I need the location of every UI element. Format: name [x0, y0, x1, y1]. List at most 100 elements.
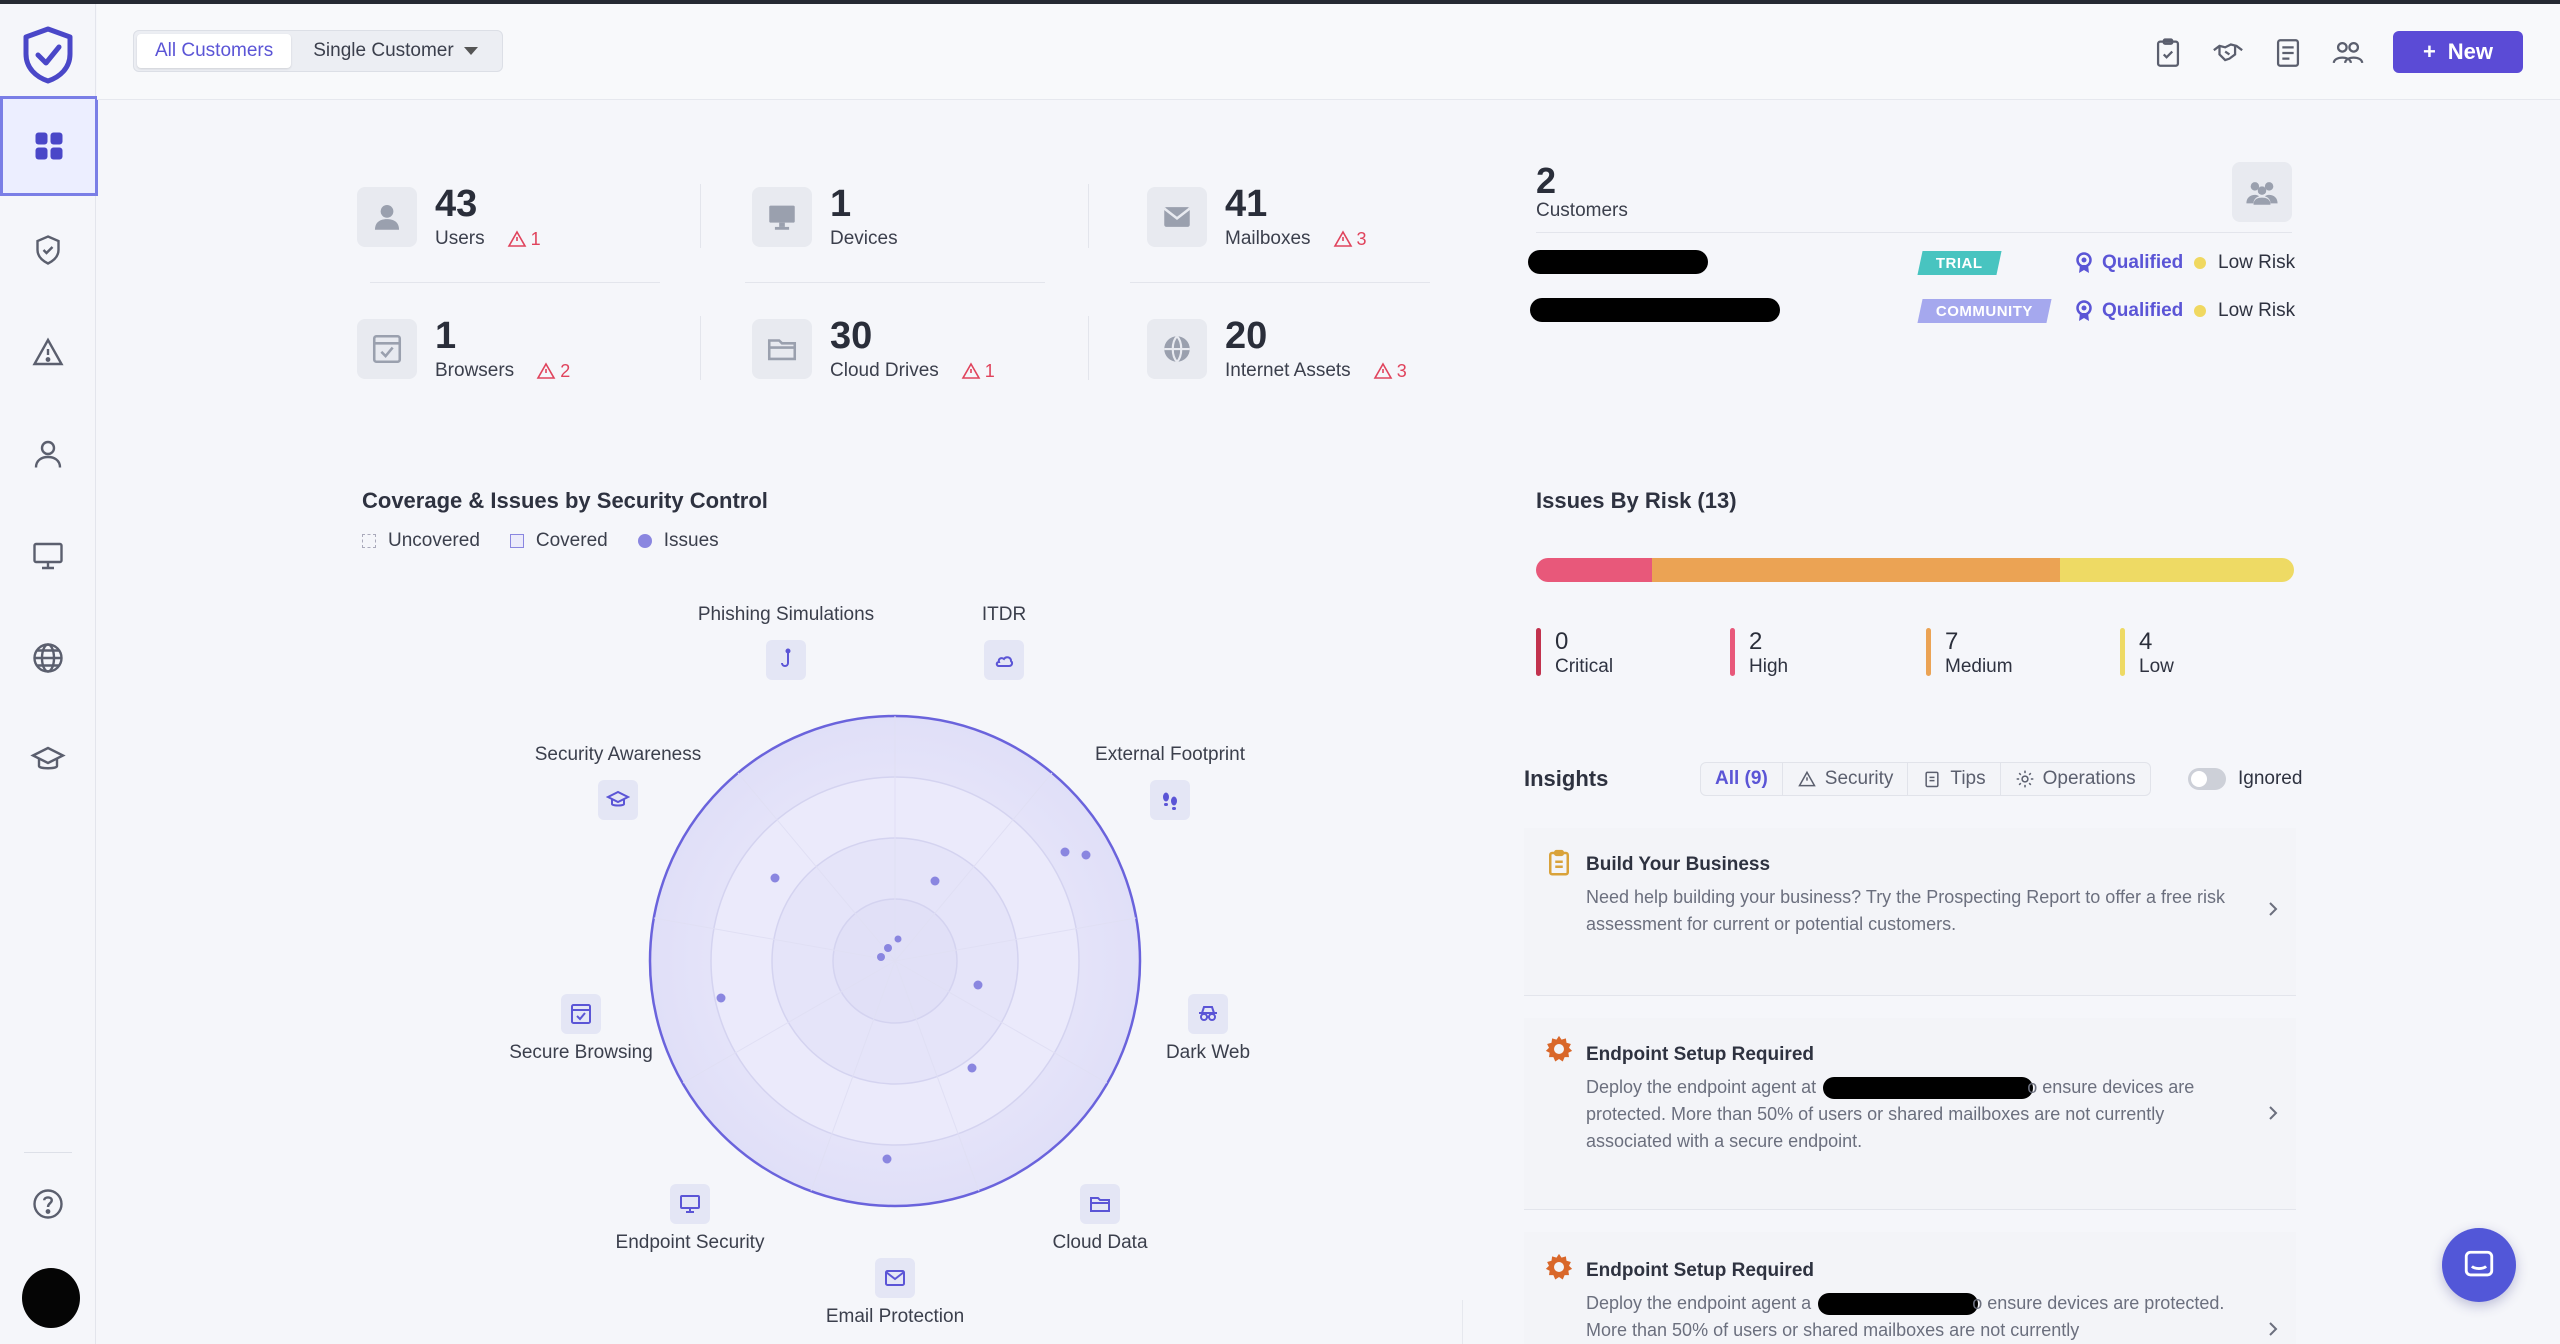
stat-warning: 1	[961, 361, 995, 382]
stat-divider	[1088, 184, 1089, 248]
redacted-customer-name[interactable]	[1528, 250, 1708, 274]
risk-level: Low Risk	[2194, 252, 2295, 274]
clipboard-check-icon[interactable]	[2151, 36, 2185, 70]
risk-indicator	[2120, 628, 2125, 676]
warning-count: 1	[530, 228, 541, 249]
insight-card[interactable]: Endpoint Setup Required Deploy the endpo…	[1524, 1232, 2296, 1344]
warning-icon	[32, 337, 64, 366]
customer-scope-toggle: All Customers Single Customer	[133, 30, 503, 72]
risk-critical[interactable]: 0 Critical	[1536, 628, 1613, 678]
risk-count: 2	[1749, 628, 1763, 655]
all-customers-button[interactable]: All Customers	[137, 34, 292, 68]
handshake-icon[interactable]	[2211, 36, 2245, 70]
shield-logo-icon[interactable]	[22, 26, 74, 84]
stat-value: 20	[1225, 315, 1268, 357]
control-label: Dark Web	[1165, 1042, 1251, 1063]
stat-mailboxes[interactable]: 41 Mailboxes 3	[1147, 184, 1367, 250]
customers-count: 2	[1536, 160, 1557, 201]
warning-icon	[507, 230, 527, 247]
risk-low[interactable]: 4 Low	[2120, 628, 2174, 678]
stat-browsers[interactable]: 1 Browsers 2	[357, 316, 570, 382]
ignored-toggle[interactable]	[2188, 768, 2226, 790]
tab-security[interactable]: Security	[1783, 763, 1909, 795]
coverage-legend: Uncovered Covered Issues	[362, 530, 719, 552]
team-icon[interactable]	[2331, 36, 2365, 70]
sidebar-item-dashboard[interactable]	[0, 96, 98, 196]
globe-icon	[33, 643, 63, 673]
sidebar-item-training[interactable]	[0, 710, 96, 810]
incognito-icon[interactable]	[1188, 994, 1228, 1034]
issue-dot	[1060, 847, 1070, 857]
avatar[interactable]	[22, 1268, 80, 1328]
redacted-customer-name[interactable]	[1530, 298, 1780, 322]
risk-high[interactable]: 2 High	[1730, 628, 1788, 678]
redacted-customer-name	[1823, 1077, 2034, 1100]
control-label: Secure Browsing	[509, 1042, 653, 1063]
risk-bar-low	[2060, 558, 2294, 582]
sidebar-item-devices[interactable]	[0, 506, 96, 606]
ignored-label: Ignored	[2238, 768, 2303, 789]
warning-count: 1	[984, 360, 995, 381]
customers-icon[interactable]	[2232, 162, 2292, 222]
legend-uncovered[interactable]: Uncovered	[362, 530, 480, 552]
stat-label: Browsers	[435, 360, 515, 381]
insight-title: Build Your Business	[1586, 854, 1771, 875]
tab-all[interactable]: All (9)	[1701, 763, 1783, 795]
insights-tabs: All (9) Security Tips Operations	[1700, 762, 2151, 796]
graduation-cap-icon[interactable]	[598, 780, 638, 820]
stat-cloud-drives[interactable]: 30 Cloud Drives 1	[752, 316, 995, 382]
risk-indicator	[1536, 628, 1541, 676]
monitor-icon	[33, 542, 63, 570]
award-icon	[2076, 252, 2092, 273]
control-label: Security Awareness	[534, 744, 702, 765]
sidebar-item-help[interactable]	[0, 1154, 96, 1254]
issue-dot	[1081, 850, 1091, 860]
insight-title: Endpoint Setup Required	[1586, 1044, 1814, 1065]
mail-icon[interactable]	[875, 1258, 915, 1298]
customers-divider	[1536, 232, 2292, 233]
stat-value: 1	[830, 183, 852, 225]
stat-divider	[370, 282, 660, 283]
legend-covered[interactable]: Covered	[509, 530, 608, 552]
stat-label: Devices	[830, 228, 898, 249]
tab-operations[interactable]: Operations	[2001, 763, 2150, 795]
grid-icon	[35, 132, 63, 160]
issues-risk-bar[interactable]	[1536, 558, 2294, 582]
stat-users[interactable]: 43 Users 1	[357, 184, 541, 250]
warning-icon	[1373, 362, 1393, 379]
help-icon	[33, 1189, 63, 1219]
stat-value: 30	[830, 315, 873, 357]
stat-internet-assets[interactable]: 20 Internet Assets 3	[1147, 316, 1407, 382]
footprints-icon[interactable]	[1150, 780, 1190, 820]
sidebar-item-internet[interactable]	[0, 608, 96, 708]
legend-issues[interactable]: Issues	[637, 530, 719, 552]
cloud-icon[interactable]	[984, 640, 1024, 680]
insight-card[interactable]: Build Your Business Need help building y…	[1524, 828, 2296, 996]
insight-card[interactable]: Endpoint Setup Required Deploy the endpo…	[1524, 1018, 2296, 1210]
control-label: Phishing Simulations	[697, 604, 875, 625]
risk-level: Low Risk	[2194, 300, 2295, 322]
risk-medium[interactable]: 7 Medium	[1926, 628, 2013, 678]
single-customer-dropdown[interactable]: Single Customer	[295, 34, 495, 68]
user-icon	[34, 440, 62, 468]
hook-icon[interactable]	[766, 640, 806, 680]
folder-icon[interactable]	[1080, 1184, 1120, 1224]
monitor-icon[interactable]	[670, 1184, 710, 1224]
plan-badge: TRIAL	[1917, 251, 2002, 275]
monitor-icon	[752, 187, 812, 247]
new-button[interactable]: + New	[2393, 31, 2523, 73]
sidebar-item-security[interactable]	[0, 200, 96, 300]
sidebar-item-users[interactable]	[0, 404, 96, 504]
risk-indicator	[1926, 628, 1931, 676]
report-icon[interactable]	[2271, 36, 2305, 70]
tab-tips[interactable]: Tips	[1908, 763, 2001, 795]
stat-devices[interactable]: 1 Devices	[752, 184, 898, 250]
stat-warning: 3	[1373, 361, 1407, 382]
stat-divider	[1088, 316, 1089, 380]
sidebar-item-alerts[interactable]	[0, 302, 96, 402]
warning-count: 3	[1396, 360, 1407, 381]
browser-check-icon[interactable]	[561, 994, 601, 1034]
stat-divider	[745, 282, 1045, 283]
insight-title: Endpoint Setup Required	[1586, 1260, 1814, 1281]
chat-launcher-button[interactable]	[2442, 1228, 2516, 1302]
